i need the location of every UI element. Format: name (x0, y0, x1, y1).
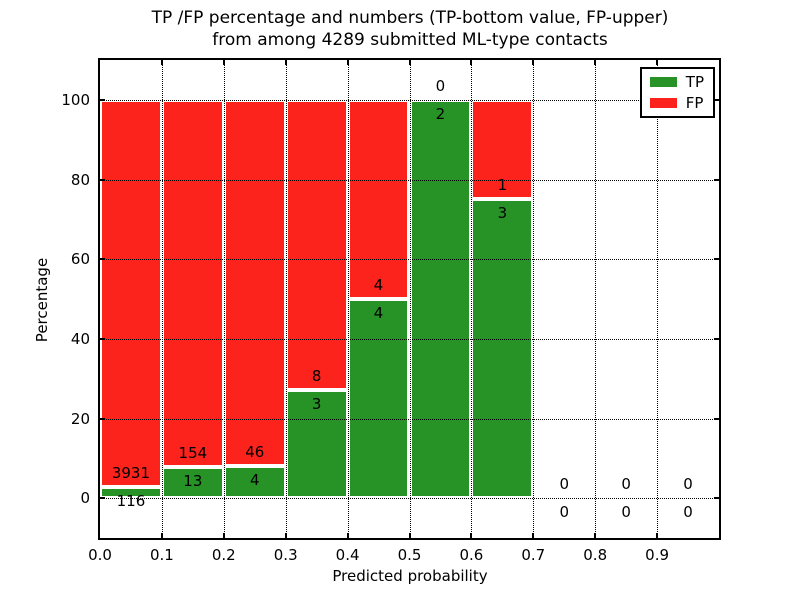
fp-count-label: 1 (497, 176, 508, 195)
y-tick-label: 0 (80, 489, 90, 508)
gridline-x-0.6 (471, 60, 473, 538)
x-tick-label: 0.1 (149, 546, 174, 564)
y-tick (100, 417, 105, 420)
x-tick-label: 0.7 (521, 546, 546, 564)
x-tick (284, 533, 287, 538)
legend: TP FP (639, 67, 715, 118)
y-tick-label: 40 (70, 329, 90, 348)
fp-count-label: 154 (178, 444, 208, 463)
tp-bar-4 (347, 299, 410, 499)
gridline-x-0.5 (409, 60, 411, 538)
x-tick (656, 533, 659, 538)
fp-count-label: 4 (373, 276, 384, 294)
y-tick (714, 497, 719, 500)
x-tick-label: 0.6 (459, 546, 484, 564)
y-tick (100, 258, 105, 261)
x-tick (532, 533, 535, 538)
y-tick-label: 20 (70, 409, 90, 428)
x-tick (222, 60, 225, 65)
x-tick-label: 0.2 (211, 546, 236, 564)
gridline-x-0.4 (347, 60, 349, 538)
legend-label-tp: TP (685, 73, 704, 91)
y-tick (714, 258, 719, 261)
tp-count-label: 0 (621, 503, 631, 522)
tp-bar-6 (471, 199, 534, 499)
y-tick (714, 98, 719, 101)
x-tick-label: 0.9 (645, 546, 670, 564)
gridline-x-0.9 (657, 60, 659, 538)
x-tick (532, 60, 535, 65)
tp-bar-1 (161, 467, 224, 499)
x-tick (408, 533, 411, 538)
y-tick (100, 98, 105, 101)
fp-bar-0 (100, 99, 162, 487)
x-tick (346, 533, 349, 538)
chart-title-line2: from among 4289 submitted ML-type contac… (212, 30, 608, 50)
y-tick (100, 497, 105, 500)
gridline-x-0.7 (533, 60, 535, 538)
tp-bar-3 (285, 389, 348, 499)
x-tick-label: 0.5 (397, 546, 422, 564)
fp-count-label: 3931 (111, 463, 151, 482)
fp-legend-swatch (649, 98, 677, 108)
tp-count-label: 0 (559, 503, 570, 522)
fp-bar-3 (285, 99, 348, 390)
y-tick (714, 337, 719, 340)
fp-bar-4 (347, 99, 410, 299)
fp-bar-2 (223, 99, 286, 467)
tp-count-label: 0 (683, 503, 693, 522)
x-tick-label: 0.4 (335, 546, 360, 564)
legend-item-tp: TP (649, 73, 704, 91)
x-tick-label: 0.0 (88, 546, 112, 564)
fp-count-label: 46 (245, 443, 265, 462)
y-tick-label: 100 (61, 90, 90, 109)
legend-label-fp: FP (685, 94, 704, 112)
tp-bar-5 (409, 99, 472, 499)
x-tick-label: 0.8 (583, 546, 608, 564)
gridline-x-0.1 (161, 60, 163, 538)
gridline-x-0.2 (223, 60, 225, 538)
fp-count-label: 0 (435, 76, 446, 95)
x-tick (408, 60, 411, 65)
tp-count-label: 4 (249, 471, 260, 490)
plot-area: TP FP 3931 116 154 13 46 4 8 3 4 4 0 2 1 3 0 0 0 0 0 0 (100, 60, 719, 538)
x-tick (470, 60, 473, 65)
x-tick (594, 533, 597, 538)
fp-bar-1 (161, 99, 224, 468)
fp-count-label: 0 (621, 475, 631, 494)
tp-legend-swatch (649, 77, 677, 87)
x-tick-label: 0.3 (273, 546, 298, 564)
legend-item-fp: FP (649, 94, 704, 112)
fp-count-label: 8 (311, 366, 322, 385)
fp-count-label: 0 (683, 475, 693, 494)
tp-count-label: 3 (311, 394, 322, 413)
y-tick (100, 178, 105, 181)
x-tick (284, 60, 287, 65)
x-axis-label: Predicted probability (332, 567, 488, 585)
x-tick (160, 60, 163, 65)
x-tick (656, 60, 659, 65)
y-tick (714, 178, 719, 181)
fp-count-label: 0 (559, 475, 570, 494)
x-tick (346, 60, 349, 65)
tp-count-label: 116 (116, 491, 146, 510)
tp-count-label: 3 (497, 204, 508, 223)
x-tick (160, 533, 163, 538)
tp-count-label: 4 (373, 304, 384, 322)
x-tick (470, 533, 473, 538)
tp-bar-0 (100, 486, 162, 499)
x-tick (222, 533, 225, 538)
tp-count-label: 13 (183, 472, 203, 491)
y-tick-label: 60 (70, 250, 90, 269)
y-tick-label: 80 (70, 170, 90, 189)
gridline-x-0.8 (595, 60, 597, 538)
gridline-x-0.3 (285, 60, 287, 538)
y-tick (714, 417, 719, 420)
y-tick (100, 337, 105, 340)
x-tick (594, 60, 597, 65)
tp-count-label: 2 (435, 104, 446, 123)
chart-title-line1: TP /FP percentage and numbers (TP-bottom… (151, 8, 669, 28)
